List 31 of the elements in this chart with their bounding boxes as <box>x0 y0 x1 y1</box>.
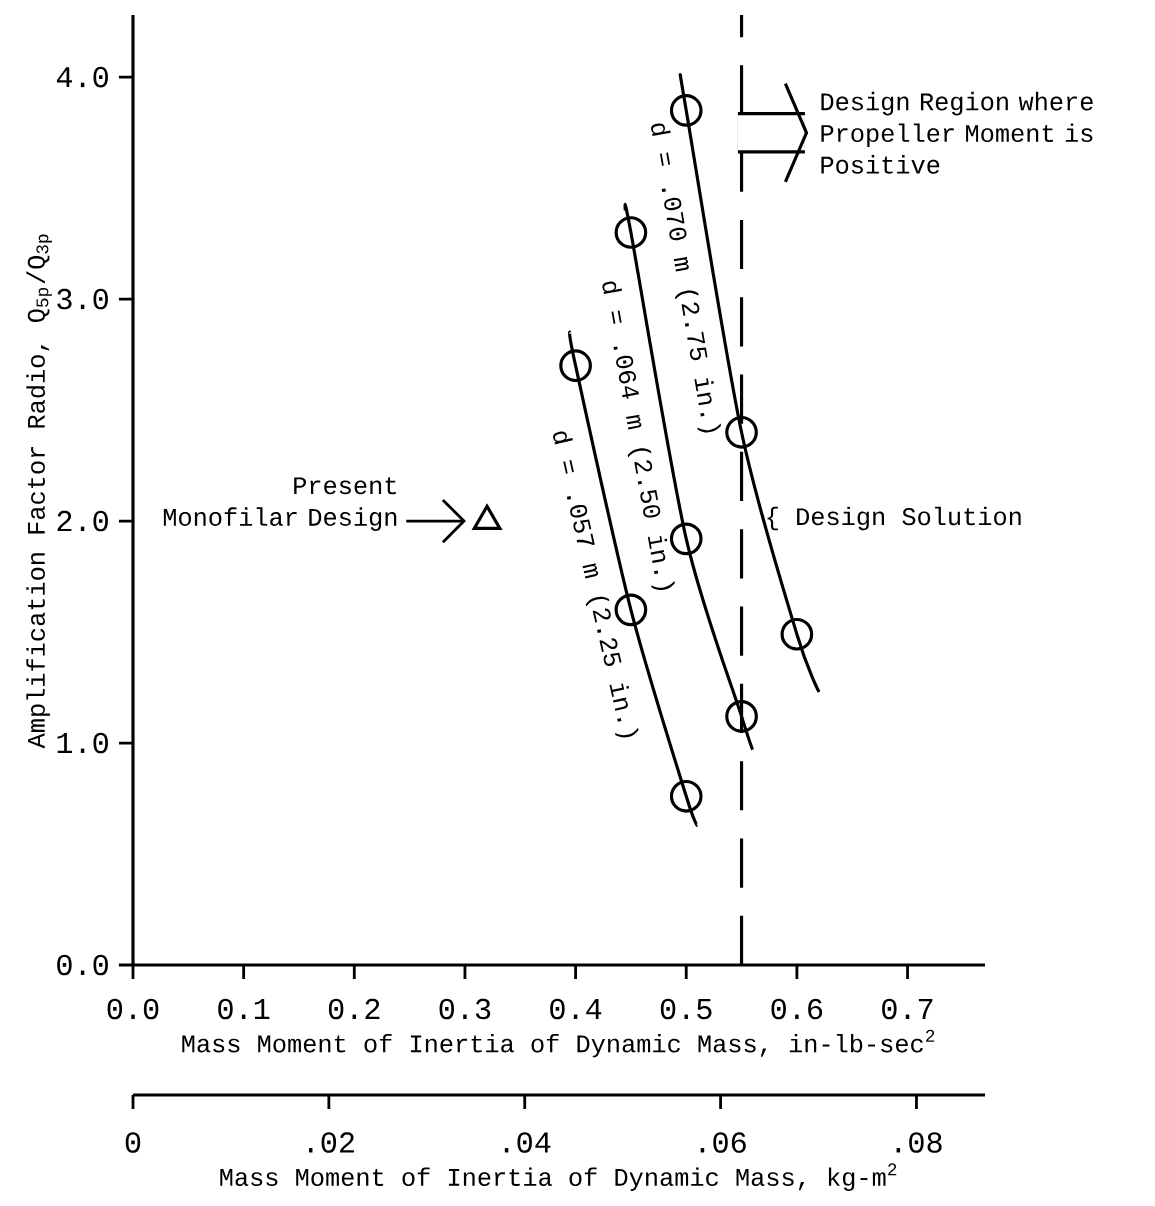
x-tick-label: 0.3 <box>439 998 491 1020</box>
x2-tick-label: .04 <box>504 1132 551 1153</box>
y-tick-label: 4.0 <box>56 66 108 88</box>
x2-tick-label: .06 <box>700 1132 746 1153</box>
x-tick-label: 0.1 <box>218 998 270 1020</box>
x-tick-label: 0.7 <box>882 998 933 1020</box>
y-tick-label: 3.0 <box>57 288 108 310</box>
x-tick-label: 0.2 <box>328 998 380 1020</box>
x2-tick-label: 0 <box>125 1132 141 1153</box>
point <box>559 349 592 383</box>
x2-tick-label: .08 <box>896 1132 942 1153</box>
x-tick-label: 0.6 <box>771 998 823 1020</box>
x-tick-label: 0.4 <box>550 998 602 1020</box>
y-tick-label: 2.0 <box>57 510 108 532</box>
x-tick-label: 0.5 <box>660 998 712 1020</box>
point <box>669 94 703 127</box>
point <box>725 700 758 733</box>
point <box>669 779 703 813</box>
ref-line-label: { Design Solution <box>767 506 1021 531</box>
point <box>725 415 758 449</box>
x-axis-title: Mass Moment of Inertia of Dynamic Mass, in-lb-sec$^{2}$ <box>182 1029 935 1058</box>
x-tick-label: 0.0 <box>107 998 159 1020</box>
annotation: Present Monofilar Design <box>163 477 397 531</box>
point <box>780 617 814 651</box>
point <box>614 216 648 249</box>
y-tick-label: 0.0 <box>57 954 108 976</box>
y-axis-title: Amplification Factor Radio, Q$_{5p}$/Q$_{3p}$ <box>26 234 52 749</box>
x2-tick-label: .02 <box>308 1132 354 1153</box>
annotation: Design Region where Propeller Moment is Positive <box>821 91 1093 174</box>
y-tick-label: 1.0 <box>57 732 108 754</box>
x2-axis-title: Mass Moment of Inertia of Dynamic Mass, kg-m$^{2}$ <box>220 1163 897 1191</box>
